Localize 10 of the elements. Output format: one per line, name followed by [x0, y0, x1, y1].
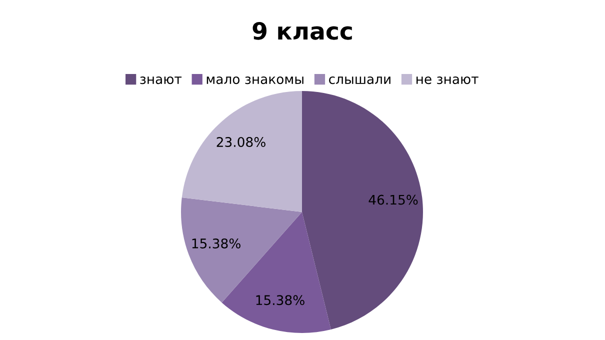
chart-title: 9 класс — [252, 22, 352, 40]
legend-label: знают — [140, 76, 182, 84]
data-label: 23.08% — [216, 137, 266, 148]
legend-label: слышали — [329, 76, 390, 84]
data-label: 15.38% — [192, 238, 240, 248]
data-label: 15.38% — [256, 295, 304, 306]
data-label: 46.15% — [368, 194, 418, 205]
pie-slice — [182, 91, 302, 212]
legend-label: не знают — [416, 76, 478, 84]
legend-label: мало знакомы — [206, 76, 304, 84]
